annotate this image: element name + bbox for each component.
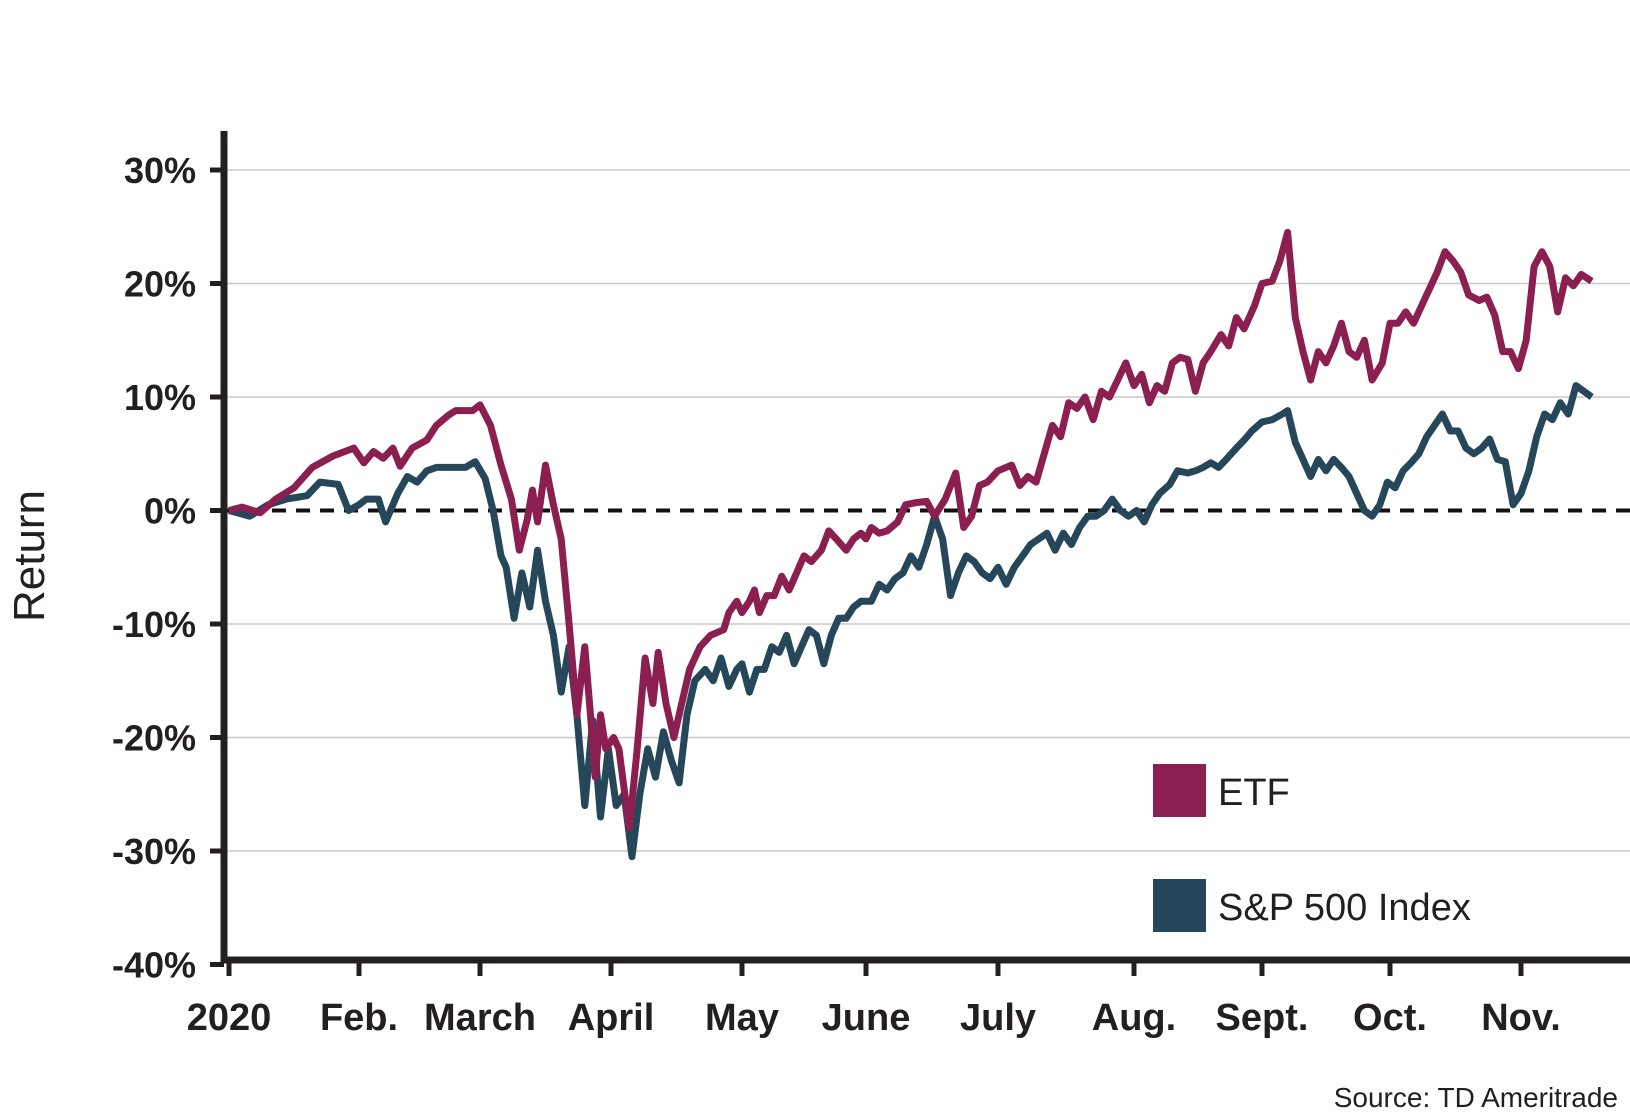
legend-sp500-label: S&P 500 Index <box>1218 887 1471 929</box>
y-tick-label: 0% <box>144 491 196 532</box>
x-tick-label: March <box>424 997 536 1039</box>
grid-lines <box>224 169 1630 852</box>
x-tick-label: Sept. <box>1216 997 1309 1039</box>
x-tick-label: 2020 <box>187 997 272 1039</box>
x-tick-label: Aug. <box>1092 997 1176 1039</box>
x-tick-label: July <box>960 997 1036 1039</box>
legend-etf-label: ETF <box>1218 772 1290 814</box>
legend-sp500-swatch <box>1153 879 1206 932</box>
y-tick-label: -40% <box>112 945 196 986</box>
legend-etf-swatch <box>1153 764 1206 817</box>
legend: ETF S&P 500 Index <box>1153 764 1471 932</box>
y-axis-label: Return <box>5 490 54 622</box>
x-tick-label: Oct. <box>1353 997 1427 1039</box>
y-tick-label: -30% <box>112 831 196 872</box>
x-tick-label: Nov. <box>1481 997 1561 1039</box>
y-tick-label: -10% <box>112 604 196 645</box>
x-ticks: 2020 Feb. March April May June July Aug. Sept. Oc… <box>187 960 1561 1039</box>
y-tick-label: 30% <box>124 150 196 191</box>
source-note: Source: TD Ameritrade <box>1334 1082 1618 1113</box>
y-tick-label: 10% <box>124 377 196 418</box>
etf-series-line <box>228 228 1594 832</box>
x-tick-label: Feb. <box>320 997 398 1039</box>
x-tick-label: June <box>822 997 911 1039</box>
sp500-series-line <box>228 382 1594 861</box>
y-tick-label: -20% <box>112 718 196 759</box>
y-tick-label: 20% <box>124 264 196 305</box>
x-tick-label: May <box>705 997 779 1039</box>
x-tick-label: April <box>568 997 655 1039</box>
y-ticks: 30% 20% 10% 0% -10% -20% -30% -40% <box>112 150 224 986</box>
